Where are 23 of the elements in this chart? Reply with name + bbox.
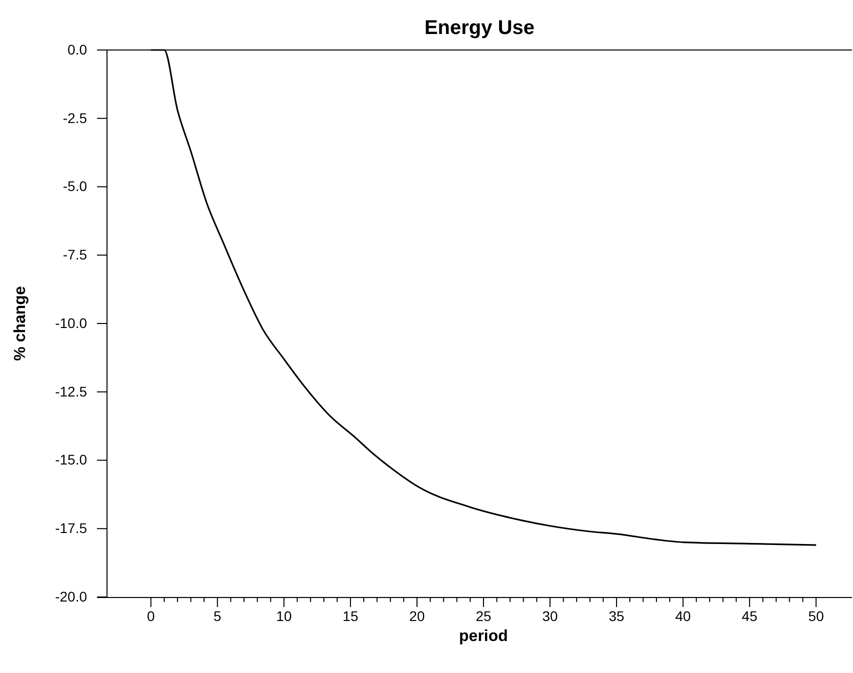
- x-tick-label: 25: [476, 608, 492, 624]
- y-tick-label: -5.0: [62, 178, 88, 194]
- y-tick-label: -2.5: [62, 110, 88, 126]
- y-axis-title: % change: [12, 286, 29, 361]
- y-tick-label: 0.0: [68, 41, 88, 58]
- y-tick-label: -10.0: [55, 314, 88, 331]
- x-tick-label: 35: [608, 608, 625, 624]
- x-tick-label: 50: [808, 608, 824, 624]
- x-tick-label: 0: [147, 608, 156, 624]
- y-tick-label: -17.5: [55, 520, 88, 536]
- y-tick-label: -12.5: [55, 383, 88, 400]
- x-tick-label: 40: [675, 608, 692, 624]
- chart-title: Energy Use: [424, 17, 535, 39]
- x-axis-title: period: [459, 628, 508, 645]
- x-tick-label: 20: [409, 608, 425, 624]
- x-tick-label: 15: [342, 608, 358, 624]
- y-tick-label: -15.0: [55, 452, 88, 468]
- x-tick-label: 5: [214, 608, 222, 624]
- x-tick-label: 10: [276, 608, 292, 624]
- y-tick-label: -7.5: [62, 246, 88, 263]
- x-tick-label: 45: [742, 608, 758, 624]
- y-tick-label: -20.0: [55, 588, 88, 604]
- x-tick-label: 30: [542, 608, 558, 624]
